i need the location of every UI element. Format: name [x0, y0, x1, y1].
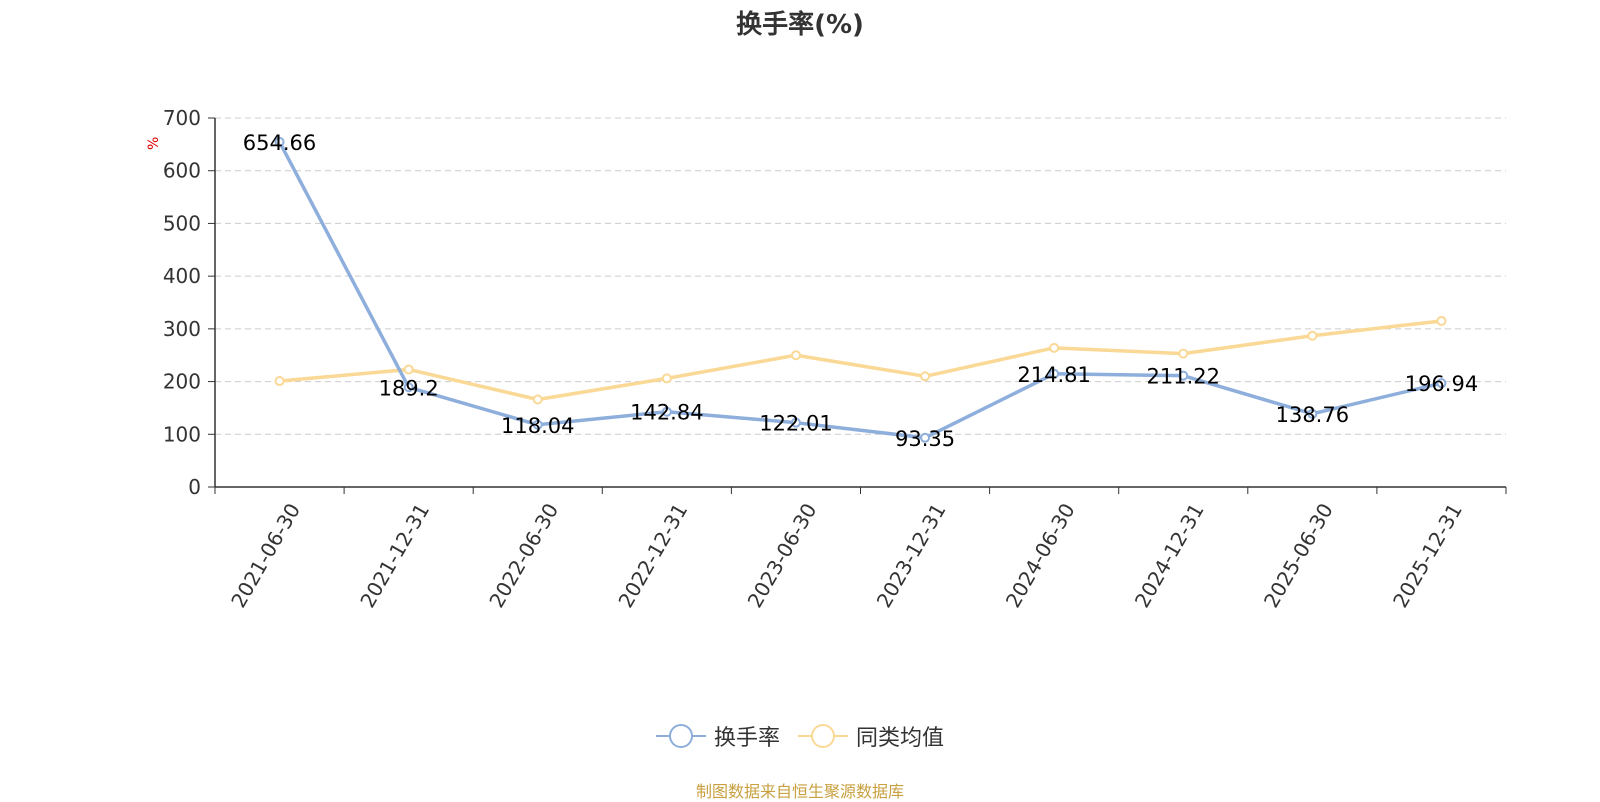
series-turnover-point	[532, 419, 543, 430]
data-label: 93.35	[895, 427, 955, 451]
series-turnover-point	[1436, 378, 1447, 389]
series-turnover-point	[1307, 408, 1318, 419]
x-tick-label: 2024-06-30	[1001, 499, 1080, 612]
series-peer-average-point	[1307, 330, 1318, 341]
x-tick-label: 2025-12-31	[1388, 499, 1467, 612]
series-peer-average-point	[1178, 348, 1189, 359]
series-peer-average-point	[532, 394, 543, 405]
series-turnover-point	[403, 382, 414, 393]
series-peer-average-point	[1049, 342, 1060, 353]
data-label: 122.01	[759, 412, 832, 436]
x-tick-label: 2024-12-31	[1130, 499, 1209, 612]
data-label: 214.81	[1017, 363, 1090, 387]
legend-item-series1[interactable]: 换手率	[655, 720, 780, 752]
x-tick-label: 2021-12-31	[355, 499, 434, 612]
y-tick-label: 600	[163, 159, 201, 183]
series-peer-average-point	[661, 373, 672, 384]
series-peer-average-point	[920, 371, 931, 382]
x-tick-label: 2021-06-30	[226, 499, 305, 612]
series-turnover-point	[274, 136, 285, 147]
legend-series1-icon	[655, 724, 706, 748]
legend-item-series2[interactable]: 同类均值	[798, 720, 944, 752]
series-turnover-point	[920, 432, 931, 443]
chart-title: 换手率(%)	[736, 10, 864, 40]
data-label: 196.94	[1405, 372, 1478, 396]
series-peer-average-point	[1436, 315, 1447, 326]
series-turnover-point	[1178, 370, 1189, 381]
data-label: 189.2	[379, 376, 439, 400]
source-note: 制图数据来自恒生聚源数据库	[695, 782, 904, 801]
x-tick-label: 2023-06-30	[743, 499, 822, 612]
series-turnover-point	[661, 406, 672, 417]
series-turnover-point	[790, 417, 801, 428]
x-tick-label: 2022-06-30	[484, 499, 563, 612]
legend-series2-icon	[798, 724, 848, 748]
line-chart: 0 100 200 300 400 500 600 700 2021-06-30 2021-12-…	[163, 106, 1507, 612]
legend-label-series2: 同类均值	[856, 726, 945, 751]
y-tick-label: 400	[163, 264, 201, 288]
x-tick-label: 2025-06-30	[1259, 499, 1338, 612]
y-tick-label: 0	[188, 475, 201, 499]
series-turnover-point	[1049, 368, 1060, 379]
series-turnover-line	[278, 141, 1442, 440]
series-peer-average-point	[403, 364, 414, 375]
data-label: 118.04	[501, 414, 574, 438]
series-peer-average-point	[274, 376, 285, 387]
y-tick-label: 100	[163, 422, 201, 446]
series-peer-average-point	[790, 350, 801, 361]
data-label: 654.66	[243, 131, 316, 155]
data-label: 138.76	[1276, 403, 1349, 427]
data-label: 211.22	[1147, 365, 1220, 389]
y-tick-label: 700	[163, 106, 201, 130]
x-tick-label: 2022-12-31	[613, 499, 692, 612]
legend: 换手率 同类均值	[0, 720, 1600, 752]
data-label: 142.84	[630, 401, 703, 425]
legend-label-series1: 换手率	[713, 726, 780, 751]
x-tick-label: 2023-12-31	[872, 499, 951, 612]
y-tick-label: 200	[163, 370, 201, 394]
y-tick-label: 500	[163, 211, 201, 235]
series-peer-average-line	[279, 319, 1442, 402]
y-tick-label: 300	[163, 317, 201, 341]
